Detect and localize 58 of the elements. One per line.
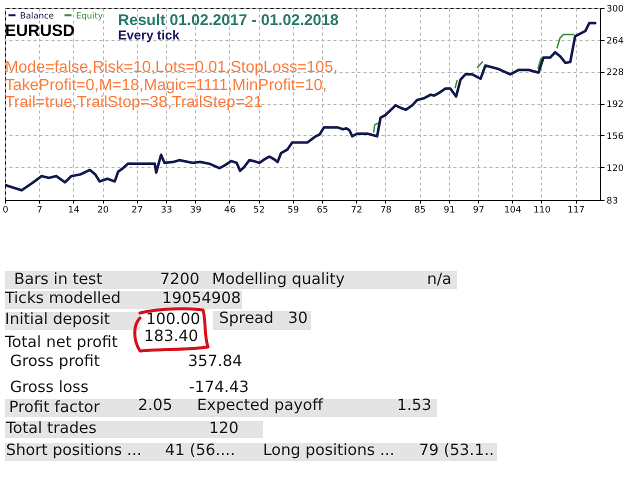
annotation: EURUSD (5, 22, 75, 40)
text: Ticks modelled (5, 289, 121, 308)
x-tick-label: 39 (190, 206, 202, 216)
x-tick-label: 72 (350, 206, 362, 216)
x-tick-label: 65 (316, 206, 328, 216)
legend-label: Equity (76, 11, 103, 22)
x-tick-label: 20 (97, 206, 110, 216)
text: Expected payoff (197, 396, 323, 414)
x-tick-label: 7 (36, 206, 43, 216)
text: -174.43 (189, 378, 249, 396)
y-tick-label: 83 (606, 196, 618, 206)
x-tick-label: 46 (224, 206, 236, 216)
x-tick-label: 104 (504, 206, 522, 216)
text: 19054908 (162, 289, 241, 308)
text: 7200 (160, 270, 200, 288)
y-tick-label: 120 (606, 164, 624, 174)
text: 41 (56.... (165, 441, 236, 460)
y-tick-label: 192 (606, 100, 624, 110)
x-tick-label: 27 (131, 206, 143, 216)
text: Gross loss (10, 378, 89, 396)
x-tick-label: 78 (380, 206, 392, 216)
text: 120 (209, 419, 239, 438)
y-tick-label: 264 (606, 36, 624, 46)
x-tick-label: 59 (288, 206, 300, 216)
x-tick-label: 52 (253, 206, 265, 216)
x-tick-label: 0 (2, 206, 9, 216)
text: Bars in test (14, 270, 102, 288)
x-tick-label: 14 (68, 206, 80, 216)
x-tick-label: 110 (533, 206, 551, 216)
text: Spread (219, 309, 274, 328)
text: Modelling quality (212, 270, 345, 288)
text: Total net profit (5, 333, 118, 352)
x-tick-label: 33 (160, 206, 172, 216)
y-tick-label: 228 (606, 68, 624, 78)
y-tick-label: 156 (606, 132, 624, 142)
text: 357.84 (188, 352, 242, 370)
annotation: Trail=true,TrailStop=38,TrailStep=21 (5, 94, 262, 111)
y-tick-label: 300 (606, 4, 624, 14)
annotation: Mode=false,Risk=10,Lots=0.01,StopLoss=105, (5, 59, 338, 76)
legend-label: Balance (20, 11, 54, 22)
text: Every tick (118, 28, 180, 42)
chart-title: Result 01.02.2017 - 01.02.2018 (118, 12, 339, 29)
text: 2.05 (138, 396, 173, 414)
text: 1.53 (397, 396, 432, 414)
text: 30 (288, 309, 308, 328)
x-tick-label: 97 (472, 206, 484, 216)
text: n/a (427, 270, 452, 288)
text: 79 (53.1.. (419, 441, 494, 460)
text: Total trades (6, 419, 97, 438)
x-tick-label: 85 (414, 206, 426, 216)
text: Profit factor (9, 398, 100, 416)
text: Long positions ... (263, 441, 395, 460)
x-tick-label: 91 (444, 206, 456, 216)
text: Initial deposit (5, 310, 110, 328)
annotation: TakeProfit=0,M=18,Magic=1111,MinProfit=10, (5, 77, 327, 94)
text: Gross profit (10, 352, 100, 370)
text: Short positions ... (6, 441, 142, 460)
x-tick-label: 117 (568, 206, 585, 216)
